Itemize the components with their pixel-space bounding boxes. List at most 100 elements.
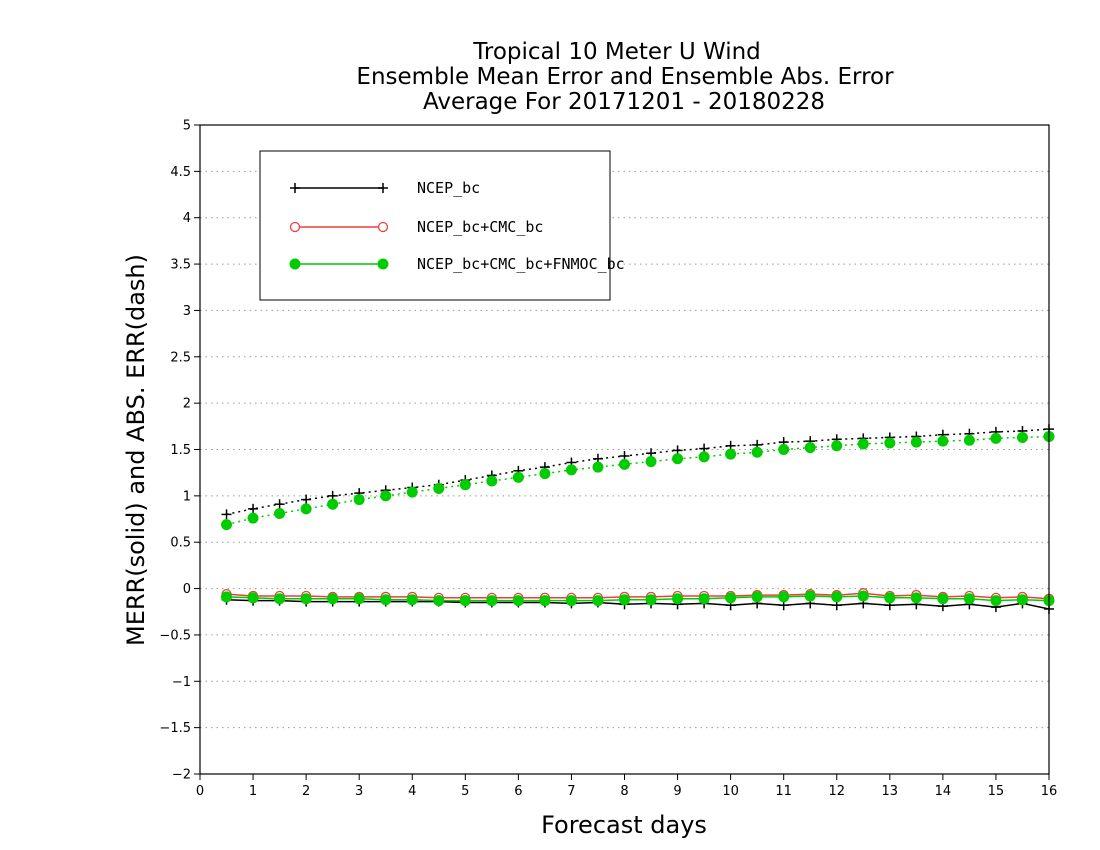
- y-tick-label: −0.5: [159, 628, 191, 643]
- chart-title-line-1: Tropical 10 Meter U Wind: [472, 39, 761, 65]
- data-point-ncep-bc-cmc-bc-fnmoc-bc-merr: [778, 591, 790, 603]
- chart-title: Tropical 10 Meter U Wind Ensemble Mean E…: [356, 39, 894, 115]
- data-point-ncep-bc-cmc-bc-fnmoc-bc-abs-err: [778, 444, 790, 455]
- data-point-ncep-bc-cmc-bc-fnmoc-bc-merr: [353, 593, 365, 605]
- plot-series: [221, 424, 1055, 614]
- y-tick-label: 2: [183, 397, 191, 412]
- data-point-ncep-bc-cmc-bc-fnmoc-bc-abs-err: [512, 471, 524, 483]
- data-point-ncep-bc-cmc-bc-fnmoc-bc-merr: [1016, 594, 1028, 606]
- legend-marker-ncep-bc-cmc-bc-fnmoc-bc: [289, 258, 301, 270]
- data-point-ncep-bc-cmc-bc-fnmoc-bc-abs-err: [910, 436, 922, 448]
- grid-lines: [200, 170, 1049, 729]
- data-point-ncep-bc-cmc-bc-fnmoc-bc-abs-err: [327, 498, 339, 510]
- data-point-ncep-bc-cmc-bc-fnmoc-bc-abs-err: [619, 458, 630, 470]
- data-point-ncep-bc-cmc-bc-fnmoc-bc-abs-err: [990, 432, 1002, 444]
- data-point-ncep-bc-cmc-bc-fnmoc-bc-abs-err: [857, 438, 869, 450]
- y-tick-label: −2: [172, 768, 191, 783]
- data-point-ncep-bc-cmc-bc-fnmoc-bc-abs-err: [406, 486, 418, 498]
- y-tick-label: 4: [183, 211, 191, 226]
- data-point-ncep-bc-cmc-bc-fnmoc-bc-abs-err: [300, 503, 312, 515]
- data-point-ncep-bc-cmc-bc-fnmoc-bc-merr: [247, 592, 259, 604]
- x-tick-label: 12: [828, 784, 845, 799]
- data-point-ncep-bc-cmc-bc-fnmoc-bc-merr: [565, 595, 577, 607]
- y-tick-label: −1.5: [159, 721, 191, 736]
- data-point-ncep-bc-cmc-bc-fnmoc-bc-abs-err: [221, 519, 233, 531]
- x-tick-label: 7: [567, 784, 575, 799]
- legend-marker-ncep-bc: [290, 183, 300, 193]
- x-tick-label: 2: [302, 784, 310, 799]
- data-point-ncep-bc-cmc-bc-fnmoc-bc-abs-err: [274, 507, 286, 519]
- y-tick-label: 3: [183, 304, 191, 319]
- data-point-ncep-bc-cmc-bc-fnmoc-bc-merr: [380, 594, 392, 606]
- data-point-ncep-bc-cmc-bc-fnmoc-bc-merr: [937, 593, 949, 605]
- legend-marker-ncep-bc: [378, 183, 388, 193]
- legend-label-ncep-bc: NCEP_bc: [417, 179, 480, 197]
- legend-entries: NCEP_bc NCEP_bc+CMC_bc NCEP_bc+CMC_bc+FNMO…: [289, 179, 625, 273]
- y-tick-label: 5: [183, 119, 191, 134]
- x-tick-label: 5: [461, 784, 469, 799]
- x-tick-label: 6: [514, 784, 522, 799]
- y-tick-label: −1: [172, 675, 191, 690]
- data-point-ncep-bc-cmc-bc-fnmoc-bc-merr: [857, 590, 869, 602]
- x-tick-label: 0: [196, 784, 204, 799]
- data-point-ncep-bc-cmc-bc-fnmoc-bc-merr: [539, 595, 551, 607]
- y-tick-label: 2.5: [170, 350, 191, 365]
- data-point-ncep-bc-cmc-bc-fnmoc-bc-merr: [910, 592, 922, 604]
- y-tick-label: 1: [183, 489, 191, 504]
- series-line-ncep-bc-merr: [226, 598, 1050, 610]
- x-tick-label: 14: [935, 784, 952, 799]
- data-point-ncep-bc-cmc-bc-fnmoc-bc-merr: [645, 594, 657, 606]
- data-point-ncep-bc-cmc-bc-fnmoc-bc-abs-err: [884, 437, 896, 449]
- x-tick-label: 13: [882, 784, 899, 799]
- x-tick-label: 11: [775, 784, 792, 799]
- y-tick-label: 1.5: [170, 443, 191, 458]
- data-point-ncep-bc-cmc-bc-fnmoc-bc-abs-err: [247, 512, 259, 524]
- data-point-ncep-bc-cmc-bc-fnmoc-bc-merr: [274, 593, 286, 605]
- data-point-ncep-bc-cmc-bc-fnmoc-bc-abs-err: [539, 468, 551, 480]
- data-point-ncep-bc-abs-err: [274, 499, 285, 510]
- data-point-ncep-bc-abs-err: [248, 503, 259, 514]
- data-point-ncep-bc-cmc-bc-fnmoc-bc-abs-err: [645, 456, 657, 468]
- data-point-ncep-bc-cmc-bc-fnmoc-bc-abs-err: [1016, 431, 1028, 443]
- data-point-ncep-bc-cmc-bc-fnmoc-bc-abs-err: [698, 451, 710, 463]
- data-point-ncep-bc-cmc-bc-fnmoc-bc-merr: [619, 594, 630, 606]
- y-tick-label: 0: [183, 582, 191, 597]
- legend-marker-ncep-bc-cmc-bc: [377, 221, 389, 233]
- data-point-ncep-bc-cmc-bc-fnmoc-bc-merr: [300, 593, 312, 605]
- legend-label-ncep-bc-cmc-bc: NCEP_bc+CMC_bc: [417, 218, 543, 236]
- x-tick-label: 1: [249, 784, 257, 799]
- x-tick-label: 16: [1041, 784, 1058, 799]
- chart-title-line-2: Ensemble Mean Error and Ensemble Abs. Er…: [356, 64, 894, 90]
- data-point-ncep-bc-cmc-bc-fnmoc-bc-abs-err: [963, 434, 975, 446]
- data-point-ncep-bc-cmc-bc-fnmoc-bc-abs-err: [353, 494, 365, 506]
- data-point-ncep-bc-cmc-bc-fnmoc-bc-merr: [221, 591, 233, 603]
- data-point-ncep-bc-cmc-bc-fnmoc-bc-merr: [512, 595, 524, 607]
- data-point-ncep-bc-cmc-bc-fnmoc-bc-abs-err: [831, 440, 843, 452]
- data-point-ncep-bc-cmc-bc-fnmoc-bc-abs-err: [725, 448, 737, 460]
- data-point-ncep-bc-cmc-bc-fnmoc-bc-merr: [884, 592, 896, 604]
- data-point-ncep-bc-cmc-bc-fnmoc-bc-merr: [698, 593, 710, 605]
- data-point-ncep-bc-cmc-bc-fnmoc-bc-abs-err: [751, 446, 763, 458]
- data-point-ncep-bc-cmc-bc-fnmoc-bc-abs-err: [937, 435, 949, 447]
- data-point-ncep-bc-cmc-bc-fnmoc-bc-merr: [592, 595, 604, 607]
- data-point-ncep-bc-cmc-bc-fnmoc-bc-abs-err: [486, 475, 498, 487]
- data-point-ncep-bc-cmc-bc-fnmoc-bc-abs-err: [459, 479, 471, 491]
- x-tick-label: 15: [988, 784, 1005, 799]
- x-axis-label: Forecast days: [541, 811, 707, 839]
- data-point-ncep-bc-cmc-bc-fnmoc-bc-merr: [406, 594, 418, 606]
- data-point-ncep-bc-cmc-bc-fnmoc-bc-merr: [725, 592, 737, 604]
- legend-marker-ncep-bc-cmc-bc: [289, 221, 301, 233]
- data-point-ncep-bc-cmc-bc-fnmoc-bc-merr: [804, 590, 816, 602]
- x-tick-label: 10: [722, 784, 739, 799]
- data-point-ncep-bc-cmc-bc-fnmoc-bc-merr: [831, 591, 843, 603]
- x-tick-label: 9: [673, 784, 681, 799]
- data-point-ncep-bc-abs-err: [301, 494, 312, 505]
- data-point-ncep-bc-cmc-bc-fnmoc-bc-merr: [459, 595, 471, 607]
- chart-title-line-3: Average For 20171201 - 20180228: [423, 89, 825, 115]
- axis-ticks: −2−1.5−1−0.500.511.522.533.544.550 1 2 3 4 5 6…: [159, 119, 1057, 800]
- series-line-ncep-bc-abs-err: [226, 428, 1050, 516]
- legend-marker-ncep-bc-cmc-bc-fnmoc-bc: [377, 258, 389, 270]
- data-point-ncep-bc-cmc-bc-fnmoc-bc-merr: [486, 595, 498, 607]
- data-point-ncep-bc-cmc-bc-fnmoc-bc-merr: [751, 591, 763, 603]
